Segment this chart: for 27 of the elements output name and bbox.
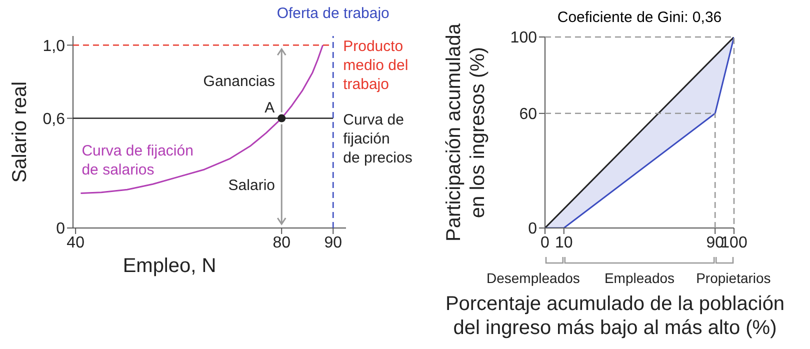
x-tick-label: 40 [66, 234, 85, 252]
annotation: Salario [228, 177, 275, 194]
line-series [80, 44, 324, 194]
y-tick-label: 0 [528, 220, 538, 238]
series-label: Curva de fijación de salarios [82, 142, 194, 178]
y-tick-label: 60 [519, 106, 538, 124]
x-axis-title: Porcentaje acumulado de la población del ingreso más bajo al más alto (%) [445, 293, 785, 339]
text: Empleados [604, 270, 675, 286]
text: Desempleados [486, 270, 580, 286]
annotation: Ganancias [203, 73, 275, 90]
y-tick-label: 0,6 [42, 110, 66, 128]
ref-line-label: Producto medio del trabajo [343, 38, 408, 94]
y-axis-title: Participación acumulada en los ingresos (%) [443, 22, 489, 242]
x-tick-label: 10 [555, 234, 573, 252]
x-tick-label: 0 [540, 234, 550, 252]
x-tick-label: 80 [272, 234, 291, 252]
x-axis-title: Empleo, N [122, 255, 216, 277]
y-tick-label: 100 [510, 30, 538, 47]
x-tick-label: 90 [324, 234, 342, 252]
y-tick-label: 1,0 [42, 38, 66, 55]
y-tick-label: 0 [56, 220, 66, 238]
ref-line-label: Oferta de trabajo [276, 5, 390, 22]
ref-line-label: Curva de fijación de precios [343, 111, 412, 166]
y-axis-title: Salario real [9, 81, 31, 183]
chart-title: Coeficiente de Gini: 0,36 [557, 9, 722, 26]
text: Propietarios [696, 270, 771, 286]
annotation: A [264, 99, 275, 116]
